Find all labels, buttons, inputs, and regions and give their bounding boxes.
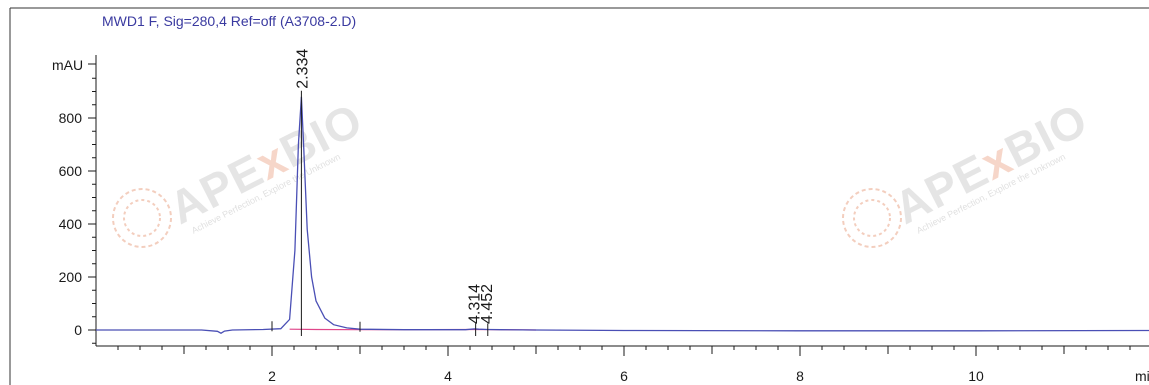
watermark-right: APExBIO Achieve Perfection, Explore the … bbox=[842, 93, 1096, 248]
x-tick-label: 2 bbox=[268, 368, 276, 384]
y-tick-label: 200 bbox=[59, 269, 83, 285]
y-ticks: 0 200 400 600 800 bbox=[59, 63, 96, 344]
peak-label: 2.334 bbox=[294, 49, 311, 89]
x-tick-label: 10 bbox=[968, 368, 984, 384]
watermark-logo-inner-icon bbox=[123, 199, 161, 237]
y-tick-label: 600 bbox=[59, 163, 83, 179]
x-tick-label: 4 bbox=[444, 368, 452, 384]
y-tick-label: 400 bbox=[59, 216, 83, 232]
x-tick-label: 8 bbox=[796, 368, 804, 384]
y-axis-label: mAU bbox=[52, 57, 83, 73]
signal-series-line bbox=[96, 96, 1149, 334]
series-layer bbox=[96, 96, 1149, 334]
x-axis-label: mi bbox=[1135, 368, 1149, 384]
svg-text:APExBIO: APExBIO bbox=[886, 93, 1096, 234]
peak-label: 4.452 bbox=[479, 284, 496, 324]
x-tick-label: 6 bbox=[620, 368, 628, 384]
x-ticks: 2 4 6 8 10 bbox=[117, 346, 1131, 384]
peak-label: 4.314 bbox=[467, 284, 484, 324]
y-tick-label: 800 bbox=[59, 110, 83, 126]
y-tick-label: 0 bbox=[74, 322, 82, 338]
watermark-logo-icon bbox=[842, 188, 902, 248]
svg-text:APExBIO: APExBIO bbox=[161, 93, 371, 234]
watermark-logo-inner-icon bbox=[853, 199, 891, 237]
watermark-left: APExBIO Achieve Perfection, Explore the … bbox=[112, 93, 371, 248]
chart-title: MWD1 F, Sig=280,4 Ref=off (A3708-2.D) bbox=[102, 13, 356, 29]
watermark-logo-icon bbox=[112, 188, 172, 248]
